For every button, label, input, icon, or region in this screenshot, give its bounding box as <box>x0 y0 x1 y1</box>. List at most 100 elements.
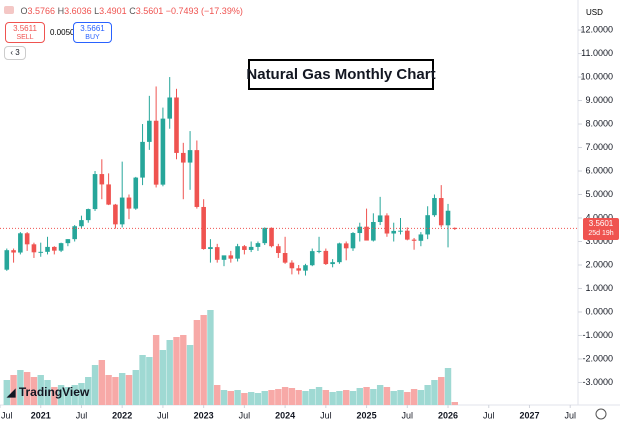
volume-bar <box>152 335 160 405</box>
countdown: 25d 19h <box>588 230 614 238</box>
volume-bar <box>186 345 194 405</box>
x-tick-label: 2026 <box>438 410 458 420</box>
y-tick-label: 10.0000 <box>580 71 613 81</box>
candle-body <box>58 243 64 251</box>
candle-body <box>208 247 213 250</box>
candle-body <box>201 206 206 250</box>
candle-body <box>276 246 281 254</box>
volume-bar <box>424 385 431 405</box>
candle-body <box>364 226 369 241</box>
sell-label: SELL <box>16 34 34 41</box>
volume-bar <box>234 390 241 405</box>
indicators-toggle[interactable]: ‹ 3 <box>4 46 26 60</box>
volume-bar <box>17 370 24 405</box>
volume-bar <box>288 388 296 405</box>
candle-body <box>52 246 57 251</box>
title-box <box>248 59 434 90</box>
candle-body <box>337 243 342 263</box>
volume-bar <box>444 368 452 405</box>
volume-bar <box>146 357 153 405</box>
volume-bar <box>37 375 44 405</box>
volume-bar <box>78 383 85 405</box>
y-tick-label: 12.0000 <box>580 24 613 34</box>
candle-body <box>99 174 105 185</box>
volume-bar <box>322 390 330 405</box>
low-value: 3.4901 <box>99 6 127 16</box>
volume-bar <box>105 375 112 405</box>
y-tick-label: 4.0000 <box>585 212 613 222</box>
volume-bar <box>85 377 92 405</box>
volume-bar <box>309 389 316 405</box>
candle-body <box>106 184 111 205</box>
symbol-icon <box>4 6 14 14</box>
volume-bar <box>139 355 146 405</box>
ohlc-label: C <box>129 6 136 16</box>
candle-body <box>194 150 200 207</box>
volume-bar <box>268 390 275 405</box>
x-tick-label: 2027 <box>519 410 539 420</box>
volume-bar <box>349 391 357 405</box>
candle-body <box>303 265 308 271</box>
candle-body <box>404 230 410 240</box>
logo[interactable]: ◢ TradingView <box>7 385 90 399</box>
ohlc-legend: O3.5766 H3.6036 L3.4901 C3.5601 −0.7493 … <box>4 6 243 16</box>
candle-body <box>31 244 37 253</box>
candle-body <box>296 268 301 271</box>
volume-bar <box>343 390 350 405</box>
candle-body <box>309 251 315 266</box>
last-price: 3.5601 <box>588 219 614 229</box>
candle-body <box>228 255 234 259</box>
candle-body <box>235 246 240 259</box>
candle-body <box>24 233 30 245</box>
settings-icon[interactable] <box>595 408 607 420</box>
y-tick-label: 3.0000 <box>585 236 613 246</box>
x-tick-label: 2022 <box>112 410 132 420</box>
y-tick-label: 6.0000 <box>585 165 613 175</box>
candle-body <box>248 246 254 250</box>
x-tick-label: Jul <box>564 410 576 420</box>
high-value: 3.6036 <box>64 6 92 16</box>
candle-body <box>65 239 71 244</box>
sell-button[interactable]: 3.5611 SELL <box>5 22 45 43</box>
ohlc-label: L <box>94 6 100 16</box>
volume-bar <box>98 360 106 405</box>
indicator-count: 3 <box>15 48 20 57</box>
close-value: 3.5601 <box>135 6 164 16</box>
volume-bar <box>376 385 384 405</box>
y-tick-label: 7.0000 <box>585 142 613 152</box>
y-tick-label: 0.0000 <box>585 306 613 316</box>
y-tick-label: 11.0000 <box>581 48 613 58</box>
currency[interactable]: USD <box>586 8 603 17</box>
buy-button[interactable]: 3.5661 BUY <box>73 22 112 43</box>
candle-body <box>262 227 268 244</box>
candle-body <box>133 177 139 209</box>
x-tick-label: Jul <box>320 410 332 420</box>
volume-bar <box>261 391 268 405</box>
candle-body <box>289 262 295 269</box>
y-tick-label: -1.0000 <box>582 330 613 340</box>
candle-body <box>398 230 403 232</box>
candle-body <box>377 215 383 222</box>
y-tick-label: 2.0000 <box>585 259 613 269</box>
volume-bar <box>397 390 404 405</box>
volume-bar <box>3 380 10 405</box>
buy-label: BUY <box>85 34 100 41</box>
ohlc-label: O <box>20 6 28 16</box>
volume-bar <box>383 387 391 405</box>
volume-bar <box>227 391 234 405</box>
candle-body <box>153 120 159 185</box>
volume-bar <box>51 387 58 405</box>
volume-bar <box>275 389 282 405</box>
candle-body <box>140 141 145 178</box>
x-tick-label: Jul <box>483 410 495 420</box>
candle-body <box>221 255 227 260</box>
volume-bar <box>336 391 343 405</box>
candle-body <box>371 221 376 241</box>
volume-bar <box>451 402 459 405</box>
candle-body <box>255 243 261 247</box>
volume-bar <box>404 392 411 405</box>
candle-body <box>242 246 247 250</box>
y-tick-label: -2.0000 <box>582 353 613 363</box>
x-tick-label: Jul <box>1 410 13 420</box>
